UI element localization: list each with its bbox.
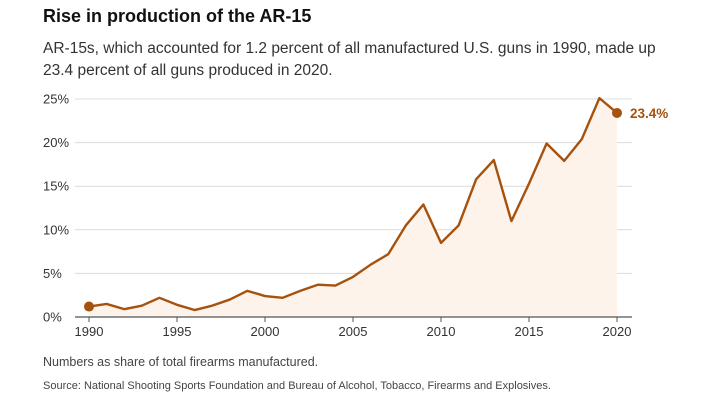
chart-note: Numbers as share of total firearms manuf…: [43, 355, 319, 369]
x-tick-label: 1990: [75, 324, 104, 339]
area-fill: [89, 98, 617, 318]
y-tick-label: 15%: [43, 179, 69, 194]
x-tick-label: 2010: [427, 324, 456, 339]
data-point: [612, 107, 622, 118]
chart-title: Rise in production of the AR-15: [43, 6, 312, 26]
chart-subtitle: AR-15s, which accounted for 1.2 percent …: [43, 40, 656, 79]
y-tick-label: 5%: [43, 266, 62, 281]
x-tick-label: 2005: [339, 324, 368, 339]
end-value-label: 23.4%: [630, 106, 668, 121]
x-tick-label: 2000: [251, 324, 280, 339]
y-tick-label: 20%: [43, 135, 69, 150]
data-point: [84, 301, 94, 312]
y-tick-label: 10%: [43, 222, 69, 237]
x-tick-label: 2015: [515, 324, 544, 339]
series-line: [87, 96, 619, 312]
y-tick-label: 0%: [43, 310, 62, 325]
x-tick-label: 1995: [163, 324, 192, 339]
y-tick-label: 25%: [43, 92, 69, 107]
x-tick-label: 2020: [603, 324, 632, 339]
chart-source: Source: National Shooting Sports Foundat…: [43, 380, 551, 392]
line-chart: 0% 5% 10% 15% 20% 25% 1990 1995 2000 2005 2010 2015…: [43, 92, 668, 340]
